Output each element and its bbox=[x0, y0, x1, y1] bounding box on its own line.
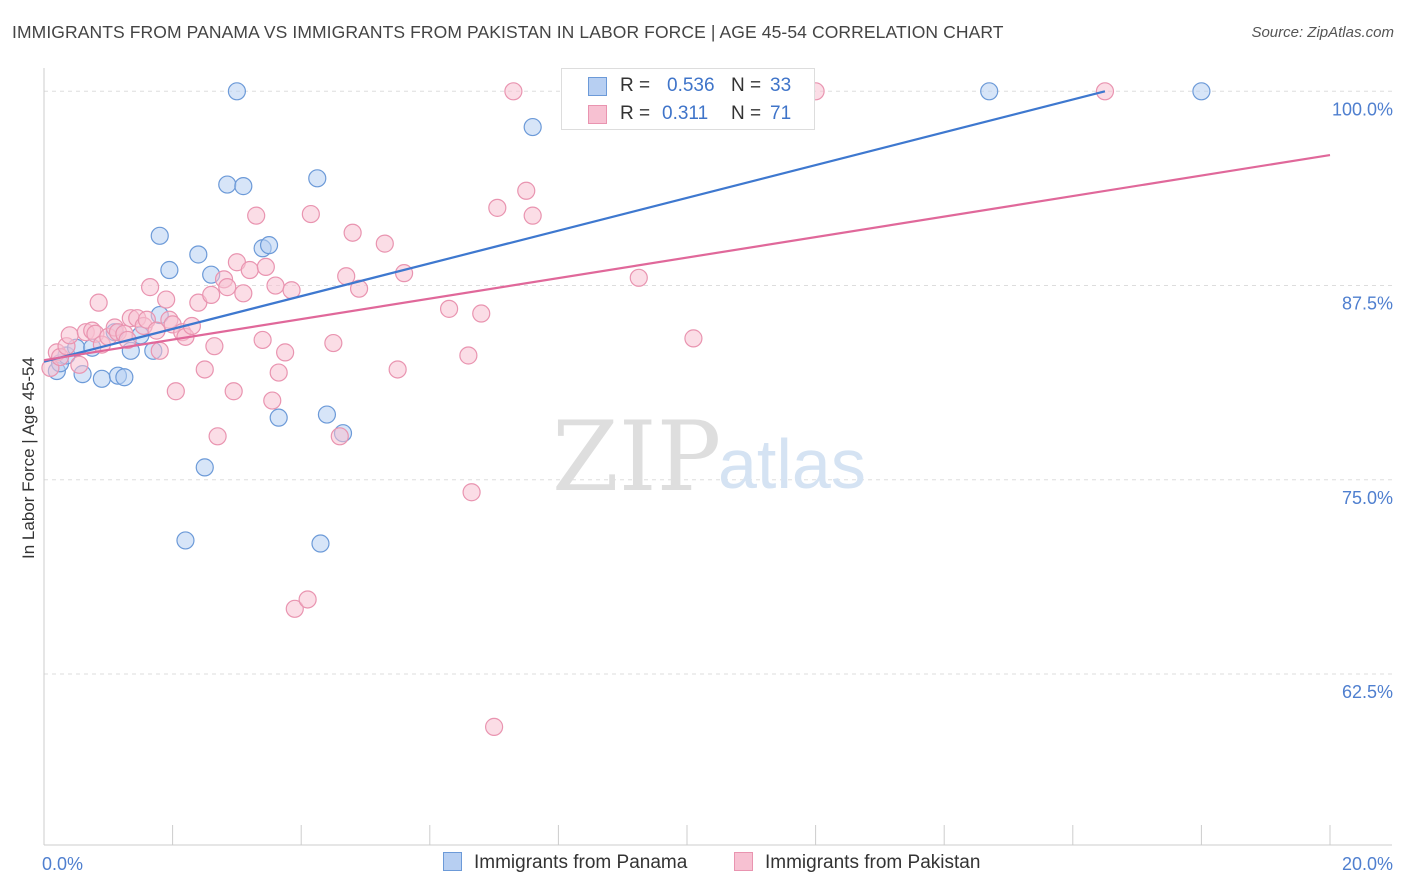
pakistan-point bbox=[324, 333, 343, 353]
pakistan-swatch bbox=[734, 852, 753, 871]
watermark-atlas: atlas bbox=[718, 425, 866, 503]
legend-r-label: R = bbox=[620, 103, 651, 124]
pakistan-point bbox=[394, 264, 414, 283]
panama-point bbox=[218, 175, 237, 194]
legend-n-label: N = bbox=[731, 103, 762, 124]
panama-point bbox=[311, 534, 330, 553]
trend-layer bbox=[43, 90, 1331, 363]
legend-r-label: R = bbox=[620, 75, 651, 96]
pakistan-trend-line bbox=[43, 153, 1331, 362]
panama-point bbox=[115, 368, 134, 387]
legend-pakistan-r: 0.311 bbox=[662, 103, 709, 124]
panama-swatch bbox=[443, 852, 462, 871]
points-layer bbox=[41, 82, 1211, 736]
pakistan-point bbox=[343, 223, 362, 242]
pakistan-point bbox=[504, 82, 523, 101]
pakistan-point bbox=[205, 337, 224, 356]
legend-row-panama: R = 0.536 N = 33 bbox=[562, 74, 814, 100]
pakistan-point bbox=[195, 360, 214, 379]
panama-point bbox=[317, 405, 337, 424]
panama-point bbox=[269, 408, 288, 427]
pakistan-point bbox=[523, 206, 542, 225]
source-label: Source: ZipAtlas.com bbox=[1251, 24, 1394, 41]
panama-point bbox=[189, 245, 208, 264]
pakistan-point bbox=[485, 717, 504, 736]
pakistan-point bbox=[70, 355, 89, 374]
pakistan-point bbox=[166, 382, 185, 401]
pakistan-point bbox=[301, 204, 320, 224]
bottom-legend-pakistan: Immigrants from Pakistan bbox=[734, 852, 980, 874]
y-tick-label: 87.5% bbox=[1342, 294, 1393, 314]
pakistan-point bbox=[253, 330, 272, 350]
pakistan-point bbox=[439, 299, 459, 318]
chart-title: IMMIGRANTS FROM PANAMA VS IMMIGRANTS FRO… bbox=[12, 22, 1004, 42]
panama-point bbox=[1192, 82, 1211, 101]
y-tick-label: 62.5% bbox=[1342, 682, 1393, 702]
label-layer: 100.0% 87.5% 75.0% 62.5% 0.0% 20.0% bbox=[42, 99, 1393, 874]
panama-point bbox=[160, 260, 179, 280]
pakistan-point bbox=[349, 279, 369, 298]
pakistan-point bbox=[459, 346, 478, 365]
pakistan-point bbox=[263, 391, 282, 410]
pakistan-point bbox=[218, 278, 237, 297]
pakistan-point bbox=[462, 483, 481, 502]
legend-panama-n: 33 bbox=[770, 75, 792, 96]
x-tick-label: 20.0% bbox=[1342, 854, 1393, 874]
panama-swatch bbox=[588, 77, 607, 96]
legend-n-label: N = bbox=[731, 75, 762, 96]
panama-point bbox=[234, 177, 253, 196]
pakistan-point bbox=[285, 599, 304, 618]
pakistan-point bbox=[234, 284, 253, 303]
pakistan-point bbox=[256, 257, 275, 277]
pakistan-point bbox=[140, 278, 160, 297]
panama-point bbox=[227, 82, 246, 101]
panama-point bbox=[195, 458, 214, 477]
panama-point bbox=[176, 531, 195, 550]
pakistan-point bbox=[60, 326, 79, 345]
panama-point bbox=[150, 226, 169, 245]
axis-layer bbox=[43, 68, 1392, 846]
y-tick-label: 100.0% bbox=[1332, 99, 1393, 119]
legend-panama-r: 0.536 bbox=[667, 75, 715, 96]
stats-legend: R = 0.536 N = 33 R = 0.311 N = 71 bbox=[561, 68, 815, 130]
pakistan-point bbox=[276, 343, 295, 362]
pakistan-point bbox=[488, 198, 507, 217]
legend-row-pakistan: R = 0.311 N = 71 bbox=[562, 102, 814, 128]
pakistan-point bbox=[266, 276, 285, 295]
pakistan-point bbox=[472, 304, 491, 323]
pakistan-swatch bbox=[588, 105, 607, 124]
pakistan-point bbox=[330, 427, 349, 446]
pakistan-point bbox=[240, 260, 259, 280]
panama-point bbox=[308, 169, 327, 188]
panama-point bbox=[980, 82, 999, 101]
pakistan-point bbox=[157, 290, 176, 309]
x-tick-label: 0.0% bbox=[42, 854, 83, 874]
pakistan-point bbox=[388, 360, 407, 379]
bottom-legend-panama: Immigrants from Panama bbox=[443, 852, 687, 874]
pakistan-point bbox=[269, 363, 288, 382]
pakistan-point bbox=[684, 329, 703, 348]
pakistan-point bbox=[224, 382, 243, 401]
pakistan-point bbox=[89, 293, 108, 312]
pakistan-point bbox=[202, 285, 221, 304]
pakistan-point bbox=[208, 427, 227, 446]
panama-trend-line bbox=[43, 90, 1106, 363]
pakistan-point bbox=[247, 206, 266, 225]
pakistan-point bbox=[375, 234, 394, 253]
pakistan-point bbox=[629, 268, 648, 287]
panama-point bbox=[92, 369, 111, 388]
panama-point bbox=[523, 117, 542, 137]
bottom-legend-panama-label: Immigrants from Panama bbox=[474, 852, 688, 873]
watermark-zip: ZIP bbox=[552, 401, 721, 513]
pakistan-point bbox=[150, 341, 169, 360]
pakistan-point bbox=[517, 181, 536, 200]
panama-point bbox=[259, 236, 279, 255]
y-tick-label: 75.0% bbox=[1342, 488, 1393, 508]
bottom-legend-pakistan-label: Immigrants from Pakistan bbox=[765, 852, 981, 873]
pakistan-point bbox=[298, 590, 317, 609]
y-axis-title: In Labor Force | Age 45-54 bbox=[19, 357, 38, 559]
legend-pakistan-n: 71 bbox=[770, 103, 792, 124]
